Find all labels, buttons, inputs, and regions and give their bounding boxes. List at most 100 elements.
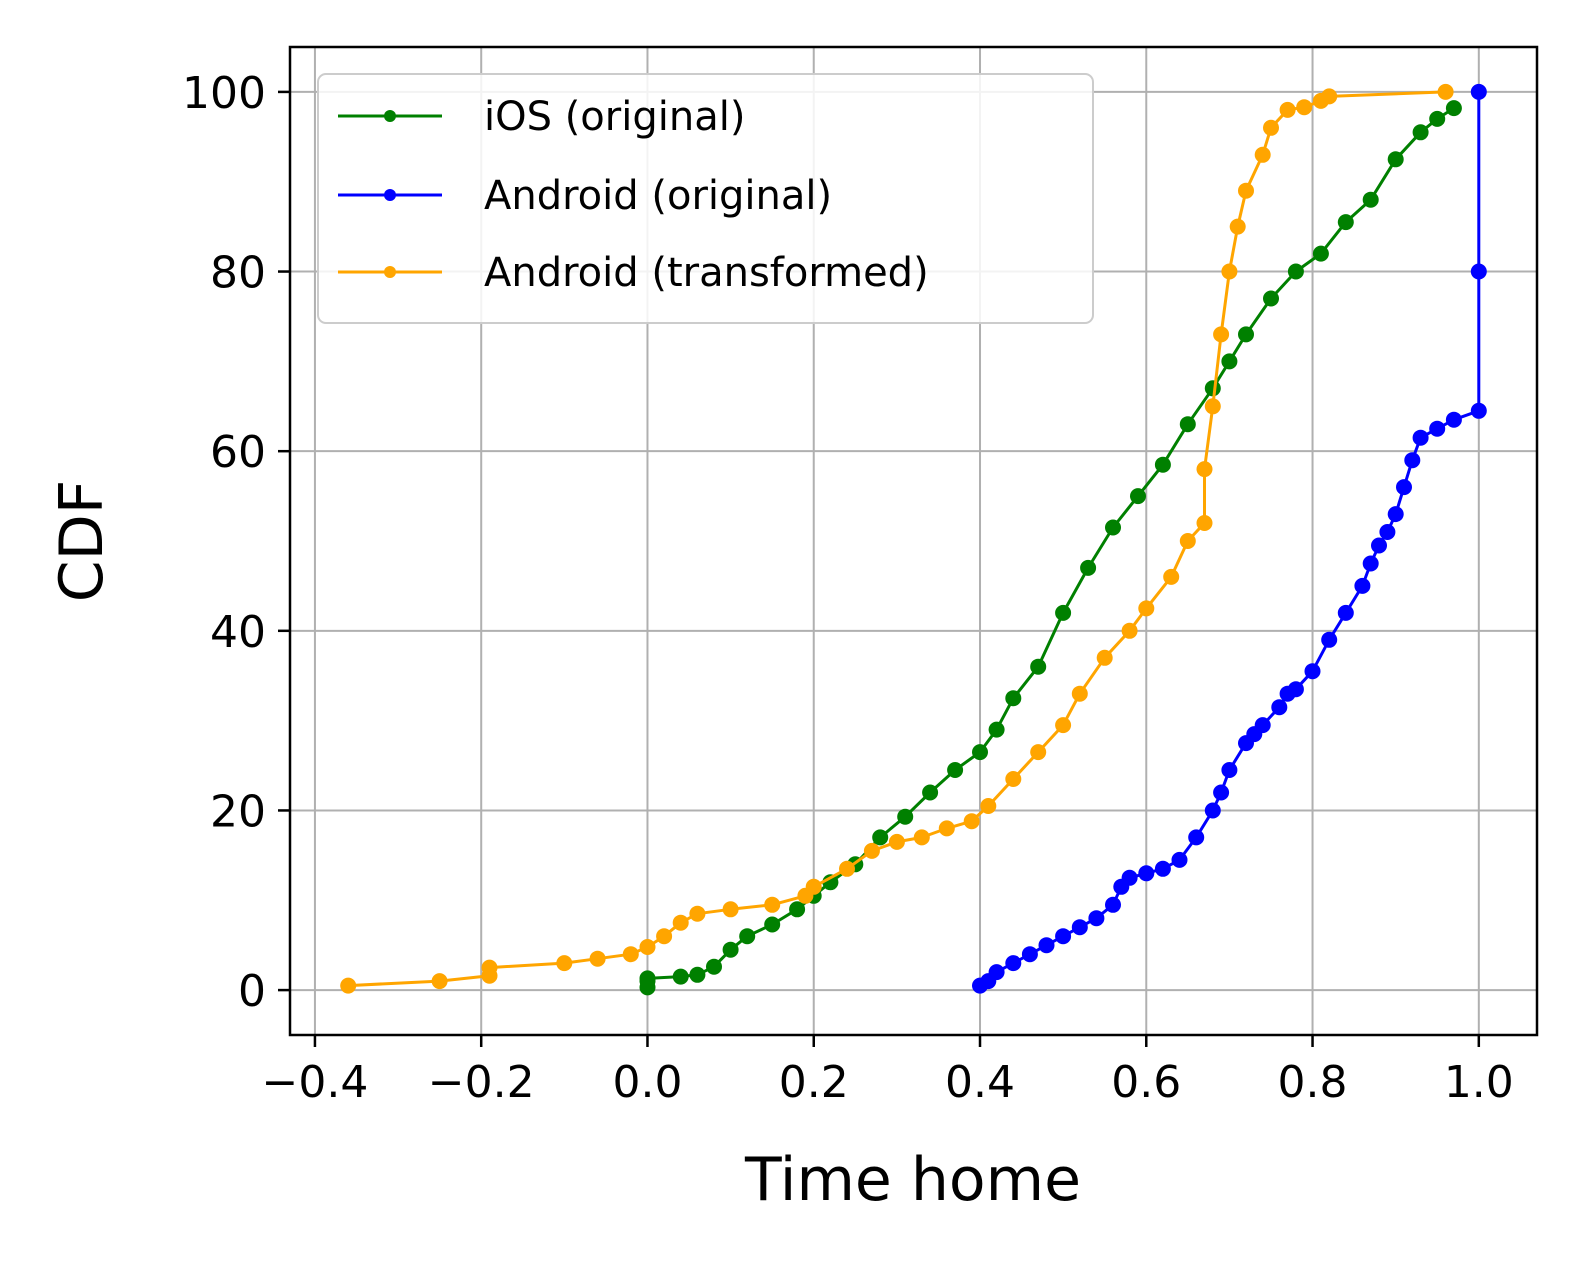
data-point — [1179, 416, 1196, 433]
data-point — [1105, 896, 1121, 913]
data-point — [1445, 411, 1462, 428]
data-point — [1071, 919, 1088, 936]
data-point — [706, 958, 722, 975]
data-point — [1171, 851, 1188, 868]
series-android-original — [972, 83, 1487, 994]
data-point — [1387, 151, 1404, 168]
data-point — [1204, 398, 1221, 415]
legend-label-ios: iOS (original) — [484, 94, 745, 140]
series-ios-original — [639, 100, 1462, 996]
data-point — [1154, 456, 1171, 473]
data-point — [1005, 690, 1022, 707]
data-point — [431, 973, 448, 990]
data-point — [1229, 218, 1246, 235]
data-point — [922, 784, 939, 801]
data-point — [1371, 537, 1387, 554]
data-point — [1055, 928, 1072, 945]
legend-marker-android-transformed — [384, 266, 396, 278]
x-tick-label: 1.0 — [1444, 1057, 1514, 1108]
data-point — [1196, 515, 1213, 531]
data-point — [764, 896, 781, 913]
data-point — [639, 970, 656, 987]
data-point — [1038, 937, 1055, 954]
data-point — [947, 762, 964, 778]
data-point — [1296, 99, 1313, 116]
data-point — [1287, 681, 1304, 698]
data-point — [1321, 631, 1338, 648]
data-point — [1254, 146, 1271, 163]
data-point — [739, 928, 756, 945]
data-point — [1221, 762, 1238, 778]
data-point — [1238, 326, 1254, 343]
x-tick-label: 0.4 — [945, 1057, 1015, 1108]
data-point — [963, 813, 980, 830]
data-point — [1121, 869, 1138, 886]
data-point — [672, 914, 689, 931]
data-point — [672, 968, 689, 985]
data-point — [1437, 83, 1454, 100]
data-point — [1304, 663, 1321, 680]
data-point — [1071, 685, 1088, 702]
x-tick-label: 0.6 — [1111, 1057, 1181, 1108]
data-point — [1213, 326, 1230, 343]
data-point — [988, 721, 1005, 738]
data-point — [1263, 119, 1279, 136]
data-point — [689, 905, 706, 922]
data-point — [888, 833, 905, 850]
data-point — [1238, 182, 1254, 199]
data-point — [1445, 100, 1462, 117]
data-point — [1055, 717, 1072, 734]
data-point — [789, 901, 806, 918]
data-point — [1196, 461, 1213, 478]
x-tick-label: 0.2 — [779, 1057, 849, 1108]
data-point — [1263, 290, 1279, 307]
data-point — [481, 959, 498, 976]
legend-marker-android-original — [384, 189, 396, 201]
data-point — [1188, 829, 1205, 846]
data-point — [1138, 600, 1155, 617]
data-point — [622, 946, 639, 963]
data-point — [1362, 191, 1379, 208]
data-point — [980, 798, 997, 814]
data-point — [639, 939, 656, 955]
y-tick-label: 0 — [238, 966, 266, 1017]
data-point — [1088, 910, 1105, 927]
data-point — [722, 901, 739, 918]
data-point — [1271, 699, 1288, 716]
data-point — [1105, 519, 1121, 536]
y-tick-label: 100 — [182, 68, 266, 119]
data-point — [1279, 101, 1296, 118]
data-point — [839, 860, 855, 877]
data-point — [1354, 577, 1371, 594]
legend-marker-ios — [384, 110, 396, 122]
x-axis-ticks: −0.4 −0.2 0.0 0.2 0.4 0.6 0.8 1.0 — [262, 1035, 1514, 1108]
data-point — [1080, 559, 1097, 576]
data-point — [1429, 420, 1446, 437]
series-android-transformed — [340, 83, 1454, 994]
data-point — [1121, 622, 1138, 639]
x-tick-label: −0.4 — [262, 1057, 369, 1108]
data-point — [1021, 946, 1038, 963]
legend: iOS (original) Android (original) Androi… — [317, 73, 1094, 324]
data-point — [863, 842, 880, 859]
legend-label-android-transformed: Android (transformed) — [484, 250, 929, 296]
data-point — [913, 829, 930, 846]
x-tick-label: 0.8 — [1278, 1057, 1348, 1108]
data-point — [1321, 88, 1338, 105]
data-point — [897, 808, 914, 825]
data-point — [1154, 860, 1171, 877]
data-point — [1130, 488, 1146, 505]
data-point — [589, 950, 606, 967]
data-point — [1221, 353, 1238, 370]
data-point — [764, 916, 781, 933]
data-point — [656, 928, 673, 945]
data-point — [689, 966, 706, 983]
data-point — [1096, 649, 1113, 666]
data-point — [1030, 658, 1047, 675]
data-point — [1138, 865, 1155, 882]
data-point — [1213, 784, 1230, 801]
data-point — [872, 829, 889, 846]
y-tick-label: 40 — [210, 607, 266, 658]
data-point — [1163, 568, 1180, 585]
data-point — [1470, 402, 1487, 419]
